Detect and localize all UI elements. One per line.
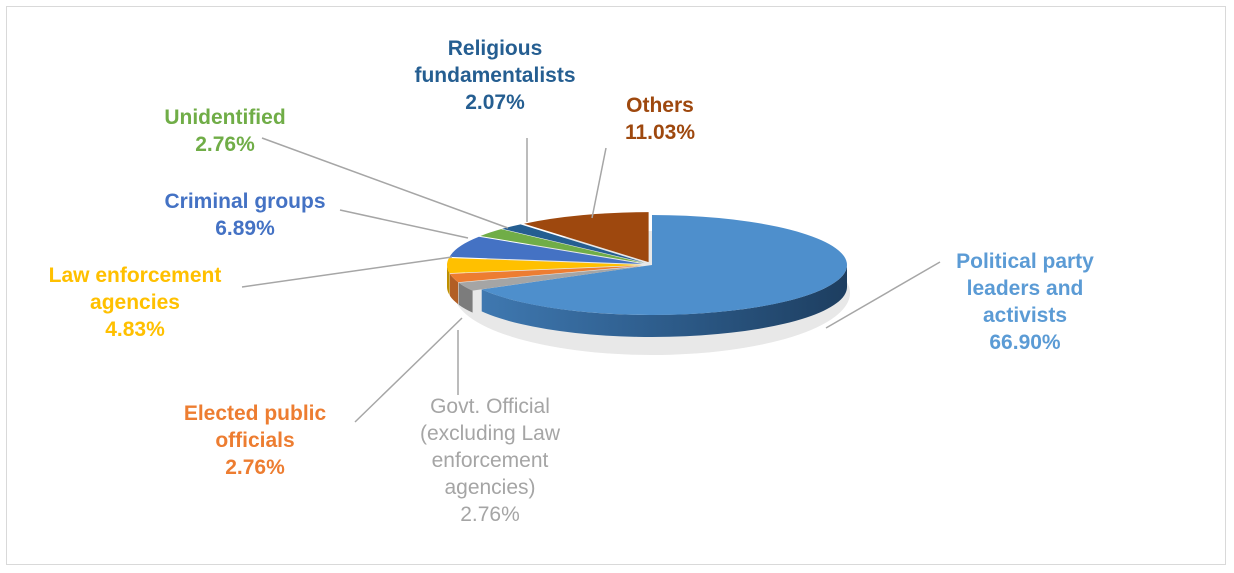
label-percent: 66.90% <box>989 331 1061 354</box>
pie-slice <box>449 265 643 283</box>
pie-slice <box>480 229 645 264</box>
label-percent: 6.89% <box>215 217 275 240</box>
data-label-law: Law enforcement agencies 4.83% <box>30 262 240 343</box>
leader-line <box>339 209 469 239</box>
label-line: activists <box>982 304 1068 327</box>
leader-line <box>261 137 509 229</box>
label-percent: 11.03% <box>624 121 696 144</box>
leader-line <box>241 256 453 288</box>
leader-line <box>591 147 607 219</box>
pie-slice-side <box>449 273 459 305</box>
pie-slice <box>458 266 643 291</box>
label-line: Law enforcement <box>48 264 222 287</box>
label-percent: 2.76% <box>225 456 285 479</box>
pie-slice-side <box>447 265 450 296</box>
data-label-elected: Elected public officials 2.76% <box>160 400 350 481</box>
pie-slice <box>502 224 646 263</box>
label-percent: 2.76% <box>460 503 520 526</box>
label-line: Others <box>626 94 694 117</box>
data-label-political: Political party leaders and activists 66… <box>935 248 1115 356</box>
data-label-religious: Religious fundamentalists 2.07% <box>395 35 595 116</box>
pie-slice-side <box>458 282 473 313</box>
data-label-others: Others 11.03% <box>600 92 720 146</box>
label-percent: 4.83% <box>105 318 165 341</box>
label-percent: 2.07% <box>465 91 525 114</box>
label-line: Unidentified <box>164 106 286 129</box>
label-line: Elected public <box>183 402 327 425</box>
leader-line <box>825 261 941 329</box>
leader-line <box>354 317 463 423</box>
label-line: (excluding Law <box>419 422 561 445</box>
label-line: enforcement <box>431 449 549 472</box>
label-line: Govt. Official <box>430 395 550 418</box>
pie-slice <box>524 212 649 263</box>
label-line: officials <box>215 429 295 452</box>
pie-slice <box>447 257 643 274</box>
label-line: agencies) <box>444 476 536 499</box>
label-line: Political party <box>956 250 1094 273</box>
label-line: Religious <box>447 37 543 60</box>
pie-slice <box>449 236 643 264</box>
label-line: fundamentalists <box>414 64 576 87</box>
label-line: agencies <box>90 291 180 314</box>
data-label-criminal: Criminal groups 6.89% <box>145 188 345 242</box>
label-line: Criminal groups <box>164 190 326 213</box>
pie-slice-side <box>481 265 847 337</box>
label-percent: 2.76% <box>195 133 255 156</box>
pie-slice <box>481 215 847 315</box>
label-line: leaders and <box>966 277 1084 300</box>
data-label-govt: Govt. Official (excluding Law enforcemen… <box>400 393 580 528</box>
data-label-unidentified: Unidentified 2.76% <box>145 104 305 158</box>
